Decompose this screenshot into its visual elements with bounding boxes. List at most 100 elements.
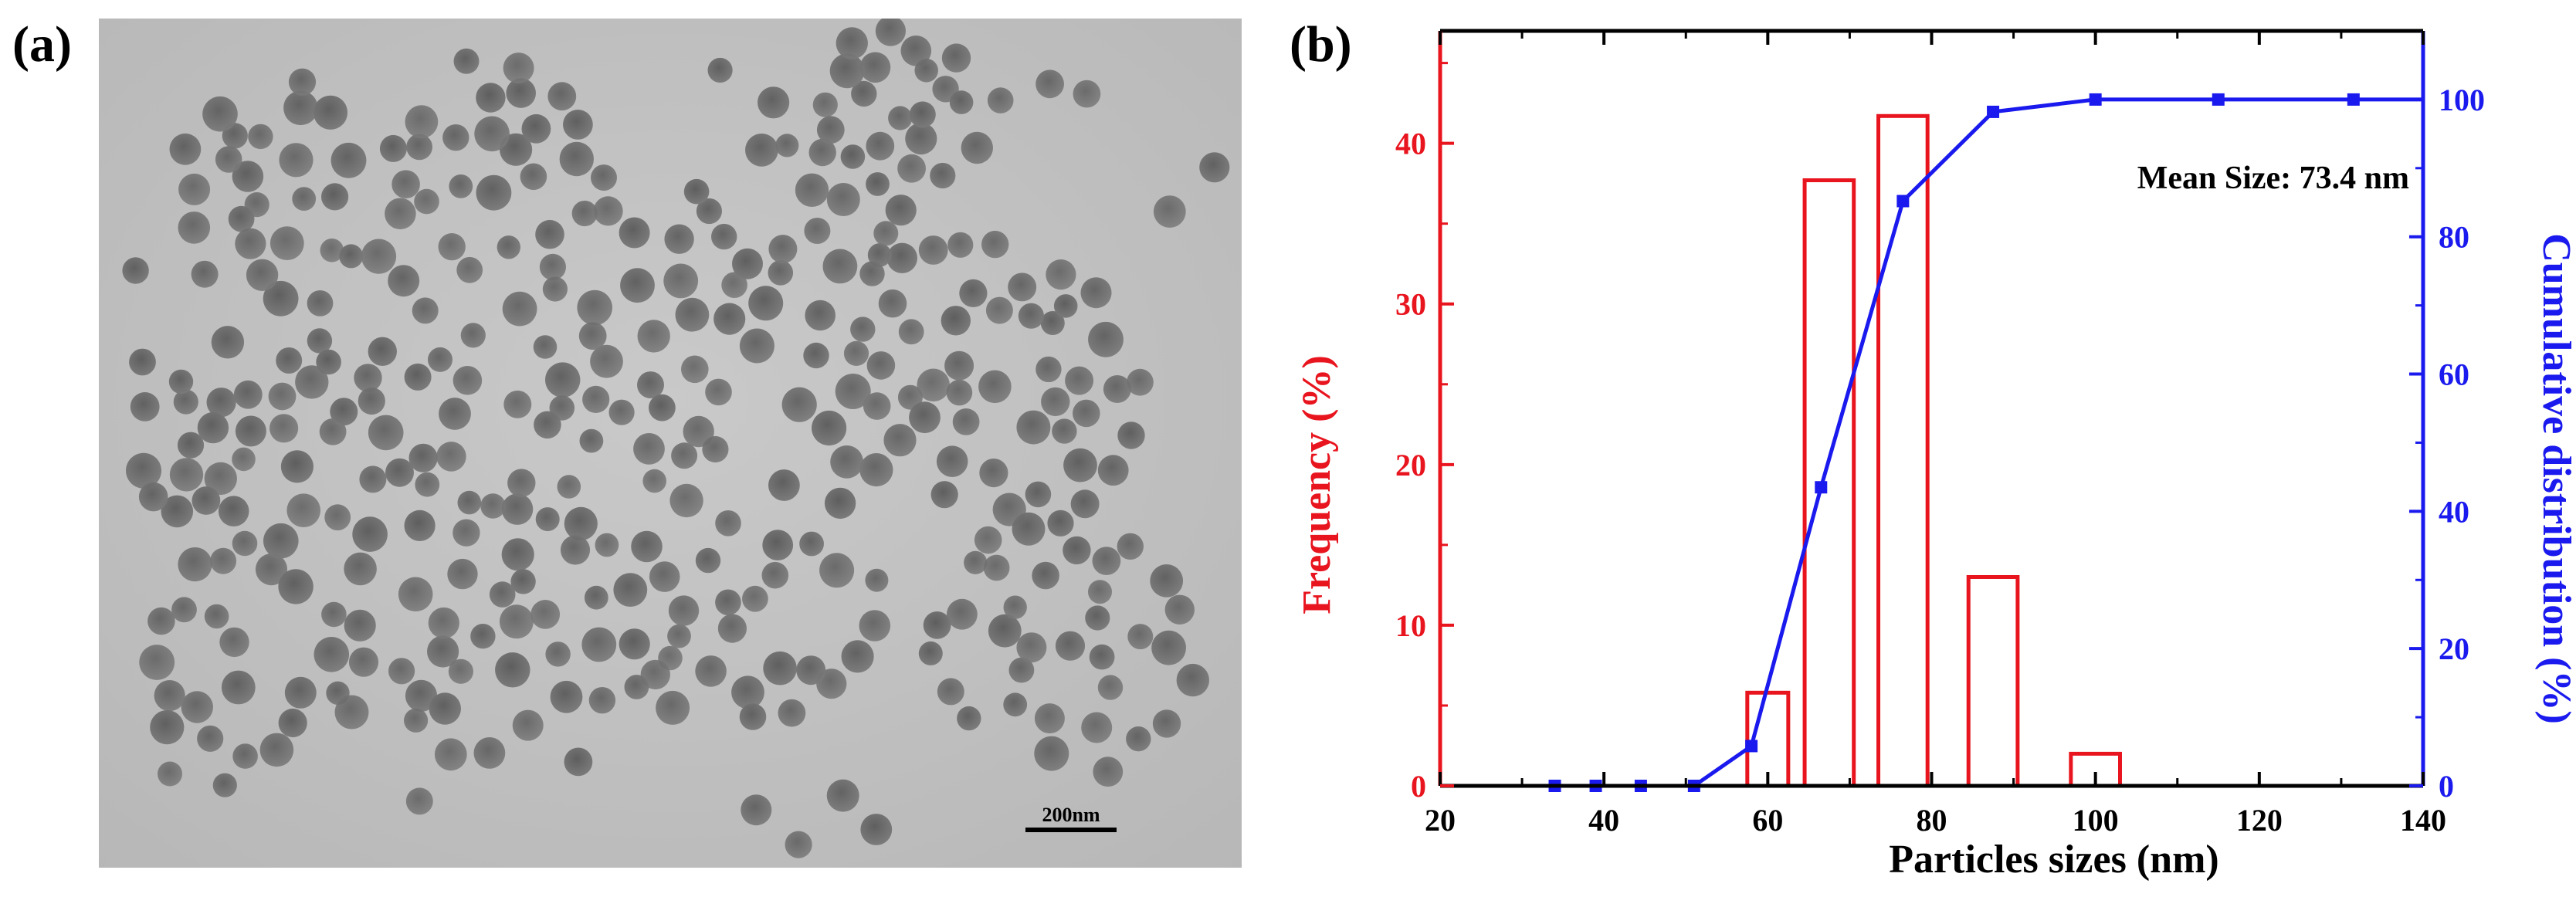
nanoparticle <box>476 83 506 113</box>
nanoparticle <box>768 260 794 286</box>
cumulative-point <box>2212 93 2225 106</box>
nanoparticle <box>1093 757 1124 787</box>
nanoparticle <box>457 490 482 515</box>
cumulative-point <box>1815 481 1828 494</box>
nanoparticle <box>957 706 981 731</box>
nanoparticle <box>796 655 826 686</box>
nanoparticle <box>506 78 536 108</box>
nanoparticle <box>1151 630 1186 665</box>
nanoparticle <box>130 392 160 421</box>
nanoparticle <box>499 604 534 639</box>
nanoparticle <box>278 708 307 738</box>
x-tick-label: 60 <box>1752 803 1783 838</box>
nanoparticle <box>316 349 341 375</box>
nanoparticle <box>830 445 863 479</box>
nanoparticle <box>593 196 623 226</box>
nanoparticle <box>826 779 859 812</box>
nanoparticle <box>368 415 404 451</box>
nanoparticle <box>280 450 314 483</box>
nanoparticle <box>608 399 635 425</box>
nanoparticle <box>669 483 703 518</box>
nanoparticle <box>905 123 937 155</box>
nanoparticle <box>405 679 438 712</box>
nanoparticle <box>1041 387 1070 417</box>
nanoparticle <box>1003 692 1028 717</box>
nanoparticle <box>695 547 721 574</box>
nanoparticle <box>1117 421 1145 449</box>
nanoparticle <box>1034 736 1069 771</box>
nanoparticle <box>404 363 432 391</box>
nanoparticle <box>385 198 416 230</box>
nanoparticle <box>1103 375 1131 403</box>
x-tick-label: 140 <box>2400 803 2446 838</box>
nanoparticle <box>590 344 623 378</box>
x-tick-label: 100 <box>2073 803 2119 838</box>
nanoparticle <box>233 380 263 409</box>
y2-tick-label: 20 <box>2439 631 2469 666</box>
nanoparticle <box>560 535 591 565</box>
nanoparticle <box>775 134 799 157</box>
nanoparticle <box>1046 259 1076 290</box>
nanoparticle <box>314 637 350 672</box>
nanoparticle <box>358 387 385 415</box>
nanoparticle <box>129 348 156 376</box>
nanoparticle <box>210 547 237 574</box>
nanoparticle <box>361 239 397 274</box>
nanoparticle <box>804 218 831 244</box>
nanoparticle <box>288 68 317 96</box>
nanoparticle <box>169 458 204 492</box>
nanoparticle <box>171 597 197 623</box>
nanoparticle <box>1164 594 1195 625</box>
nanoparticle <box>415 472 440 497</box>
nanoparticle <box>379 134 407 162</box>
nanoparticle <box>557 475 581 499</box>
nanoparticle <box>307 328 333 354</box>
nanoparticle <box>563 110 593 140</box>
nanoparticle <box>829 53 865 89</box>
nanoparticle <box>741 794 772 826</box>
nanoparticle <box>640 659 670 690</box>
nanoparticle <box>949 90 974 114</box>
nanoparticle <box>1153 195 1186 228</box>
nanoparticle <box>564 747 593 777</box>
nanoparticle <box>279 143 314 178</box>
y2-axis-label: Cumulative distribution (%) <box>2534 233 2576 724</box>
nanoparticle <box>197 725 224 752</box>
nanoparticle <box>595 533 619 557</box>
nanoparticle <box>715 510 741 537</box>
nanoparticle <box>154 680 185 712</box>
nanoparticle <box>841 640 874 673</box>
x-tick-label: 40 <box>1588 803 1619 838</box>
x-tick-label: 20 <box>1425 803 1456 838</box>
nanoparticle <box>758 86 790 119</box>
nanoparticle <box>278 569 314 604</box>
nanoparticle <box>850 317 876 342</box>
nanoparticle <box>1088 321 1124 357</box>
nanoparticle <box>476 174 512 211</box>
y-tick-label: 30 <box>1395 287 1426 322</box>
nanoparticle <box>414 188 439 215</box>
nanoparticle <box>947 598 978 630</box>
panel-a-label: (a) <box>12 16 72 73</box>
nanoparticle <box>707 57 733 83</box>
nanoparticle <box>1097 675 1124 700</box>
nanoparticle <box>502 291 537 327</box>
nanoparticle <box>795 173 829 207</box>
nanoparticle <box>983 554 1010 581</box>
nanoparticle <box>348 647 379 677</box>
nanoparticle <box>1035 356 1062 383</box>
nanoparticle <box>545 641 571 667</box>
nanoparticle <box>578 322 607 350</box>
nanoparticle <box>559 141 594 177</box>
cumulative-point <box>1896 195 1910 208</box>
nanoparticle <box>1063 448 1097 482</box>
nanoparticle <box>307 290 334 317</box>
nanoparticle <box>885 195 917 226</box>
y-tick-label: 20 <box>1395 448 1426 482</box>
nanoparticle <box>215 146 242 173</box>
nanoparticle <box>452 519 480 547</box>
nanoparticle <box>731 675 764 709</box>
nanoparticle <box>715 589 741 616</box>
nanoparticle <box>613 573 648 607</box>
